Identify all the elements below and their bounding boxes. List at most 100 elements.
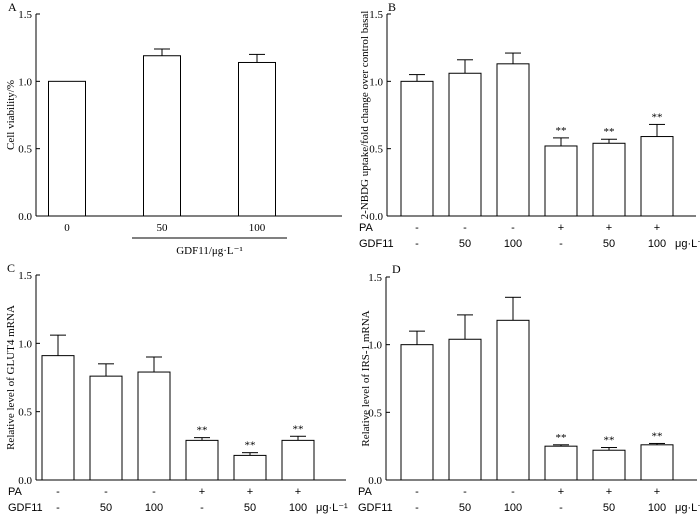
x-tick-label: -: [152, 486, 156, 498]
x-tick-label: -: [415, 238, 419, 250]
panel-label: A: [8, 0, 17, 14]
x-tick-label: +: [247, 486, 253, 498]
y-tick-label: 1.0: [368, 340, 382, 352]
y-axis-title: Relative level of GLUT4 mRNA: [5, 305, 17, 450]
y-tick-label: 1.0: [18, 76, 32, 88]
bar: [137, 371, 171, 481]
panel-a: A 0.0 0.5 1.0 1.5 Cell viability/% 0 50 100 GDF11…: [5, 0, 342, 257]
x-tick-label: +: [654, 486, 660, 498]
y-axis-title: Cell viability/%: [5, 80, 17, 150]
row-label: PA: [8, 486, 23, 498]
x-tick-label: 50: [244, 502, 256, 514]
bar: [448, 338, 482, 481]
bar: [640, 444, 674, 481]
bar: [496, 63, 530, 217]
x-tick-label: +: [558, 222, 564, 234]
bar: [592, 449, 626, 481]
x-tick-label: -: [104, 486, 108, 498]
bar: [143, 55, 181, 217]
y-tick-label: 1.5: [368, 272, 382, 284]
x-tick-label: -: [415, 222, 419, 234]
bar: [48, 80, 86, 217]
x-tick-label: 100: [289, 502, 307, 514]
y-tick-label: 1.5: [18, 270, 32, 282]
x-axis-title: GDF11/μg·L⁻¹: [176, 245, 243, 257]
row-label: GDF11: [358, 502, 393, 514]
significance-marker: **: [556, 432, 567, 444]
x-tick-label: -: [511, 486, 515, 498]
y-axis-title: 2-NBDG uptake/fold change over control b…: [359, 11, 371, 220]
bar: [233, 454, 267, 481]
x-tick-label: 100: [648, 502, 666, 514]
x-tick-label: -: [559, 238, 563, 250]
x-tick-label: +: [295, 486, 301, 498]
panel-d: D 0.0 0.5 1.0 1.5 Relative level of IRS-1 mRN…: [358, 262, 700, 514]
x-tick-label: -: [511, 222, 515, 234]
row-label: GDF11: [359, 238, 394, 250]
significance-marker: **: [652, 111, 663, 123]
unit-label: μg·L⁻¹: [675, 238, 700, 250]
x-tick-label: 50: [459, 502, 471, 514]
bar: [640, 136, 674, 217]
x-tick-label: -: [415, 486, 419, 498]
y-tick-label: 0.5: [369, 144, 383, 156]
significance-marker: **: [556, 125, 567, 137]
x-tick-label: 100: [145, 502, 163, 514]
y-tick-label: 0.0: [18, 475, 32, 487]
significance-marker: **: [604, 126, 615, 138]
significance-marker: **: [197, 425, 208, 437]
x-tick-label: +: [606, 486, 612, 498]
x-tick-label: 100: [249, 222, 266, 234]
panel-c: C 0.0 0.5 1.0 1.5 Relative level of GLUT4 mRN…: [5, 261, 348, 514]
bar: [281, 439, 315, 481]
x-tick-label: -: [200, 502, 204, 514]
x-tick-label: 100: [504, 238, 522, 250]
x-tick-label: +: [654, 222, 660, 234]
panel-b: B 0.0 0.5 1.0 1.52-NBDG uptake/fold change o…: [359, 0, 700, 250]
x-tick-label: 100: [504, 502, 522, 514]
bar: [496, 319, 530, 481]
y-tick-label: 0.0: [368, 475, 382, 487]
x-tick-label: +: [558, 486, 564, 498]
x-tick-label: -: [415, 502, 419, 514]
x-tick-label: 50: [100, 502, 112, 514]
y-tick-label: 1.5: [18, 9, 32, 21]
x-tick-label: -: [463, 486, 467, 498]
x-tick-label: -: [559, 502, 563, 514]
significance-marker: **: [604, 435, 615, 447]
x-tick-label: -: [56, 502, 60, 514]
y-tick-label: 1.5: [369, 9, 383, 21]
x-tick-label: 50: [603, 502, 615, 514]
y-tick-label: 1.0: [18, 338, 32, 350]
y-tick-label: 0.5: [18, 144, 32, 156]
bar: [41, 355, 75, 481]
x-tick-label: +: [606, 222, 612, 234]
unit-label: μg·L⁻¹: [675, 502, 700, 514]
bar: [238, 61, 276, 217]
x-tick-label: 0: [64, 222, 70, 234]
bar: [400, 344, 434, 481]
y-tick-label: 1.0: [369, 76, 383, 88]
unit-label: μg·L⁻¹: [316, 502, 348, 514]
y-tick-label: 0.5: [368, 407, 382, 419]
panel-label: C: [7, 261, 15, 275]
significance-marker: **: [293, 423, 304, 435]
significance-marker: **: [245, 440, 256, 452]
y-tick-label: 0.0: [18, 211, 32, 223]
row-label: PA: [359, 222, 374, 234]
y-axis-title: Relative level of IRS-1 mRNA: [360, 310, 372, 446]
row-label: GDF11: [8, 502, 43, 514]
x-tick-label: -: [463, 222, 467, 234]
bar: [89, 375, 123, 481]
bar: [448, 72, 482, 217]
panel-label: B: [388, 0, 396, 14]
panel-label: D: [392, 262, 401, 276]
y-tick-label: 0.0: [369, 211, 383, 223]
bar: [544, 445, 578, 481]
x-tick-label: -: [56, 486, 60, 498]
bar: [400, 80, 434, 217]
row-label: PA: [358, 486, 373, 498]
bar: [544, 145, 578, 217]
bar: [592, 142, 626, 217]
